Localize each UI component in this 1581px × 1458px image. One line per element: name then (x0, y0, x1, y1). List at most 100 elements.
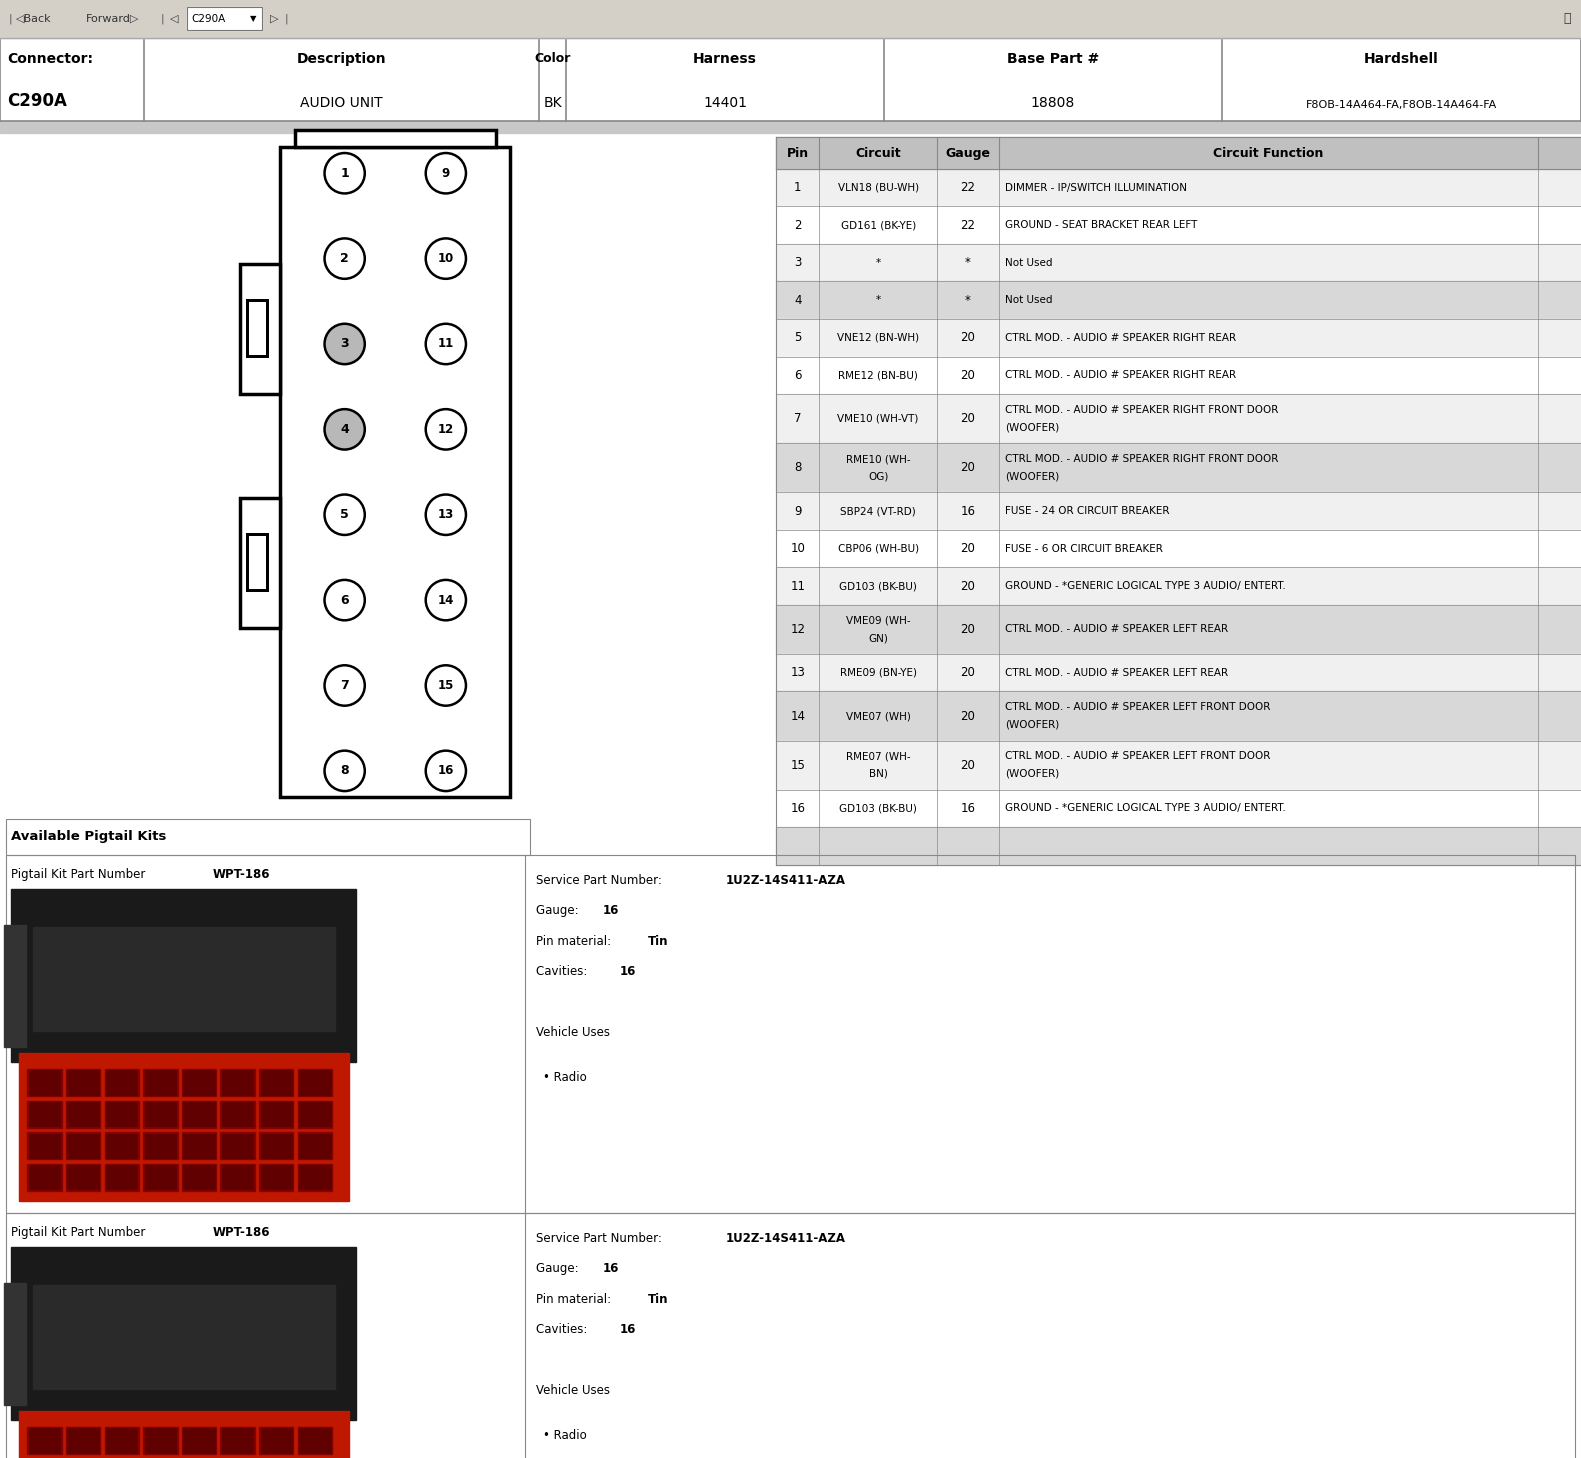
Bar (104, 1133, 139, 1159)
Text: Tin: Tin (648, 1293, 669, 1306)
Text: (WOOFER): (WOOFER) (1004, 720, 1059, 729)
Text: (WOOFER): (WOOFER) (1004, 768, 1059, 779)
Bar (220, 1163, 255, 1191)
Text: Gauge:: Gauge: (536, 904, 582, 917)
Circle shape (324, 494, 365, 535)
Text: Pin: Pin (787, 146, 809, 159)
Bar (106, 1165, 138, 1190)
Bar (5, 926, 25, 1047)
Text: *: * (964, 257, 971, 270)
Text: 7: 7 (794, 413, 802, 426)
Bar (144, 1163, 177, 1191)
Text: WPT-186: WPT-186 (213, 1226, 270, 1239)
Text: 20: 20 (961, 758, 975, 771)
Bar (297, 1133, 332, 1159)
Text: 8: 8 (340, 764, 349, 777)
Bar (776, 655, 1581, 691)
Bar (182, 1133, 217, 1159)
Text: VLN18 (BU-WH): VLN18 (BU-WH) (838, 182, 919, 192)
Text: (WOOFER): (WOOFER) (1004, 471, 1059, 481)
Text: Circuit Function: Circuit Function (1213, 146, 1323, 159)
Bar (183, 1165, 215, 1190)
Bar (144, 1133, 177, 1159)
Text: 20: 20 (961, 413, 975, 426)
Text: VNE12 (BN-WH): VNE12 (BN-WH) (836, 332, 919, 343)
Bar (259, 1427, 294, 1454)
Bar (104, 1101, 139, 1128)
Bar (240, 499, 280, 628)
Text: GROUND - *GENERIC LOGICAL TYPE 3 AUDIO/ ENTERT.: GROUND - *GENERIC LOGICAL TYPE 3 AUDIO/ … (1004, 803, 1285, 814)
Text: Description: Description (297, 52, 386, 66)
Bar (0, 121, 1581, 133)
Circle shape (425, 153, 466, 194)
Bar (261, 1133, 292, 1158)
Bar (182, 1163, 217, 1191)
Text: Vehicle Uses: Vehicle Uses (536, 1025, 610, 1038)
Bar (776, 493, 1581, 529)
Bar (299, 1133, 330, 1158)
Text: Pin material:: Pin material: (536, 1293, 615, 1306)
Circle shape (425, 410, 466, 449)
Bar (261, 1070, 292, 1095)
Text: ▷: ▷ (270, 13, 278, 23)
Bar (104, 1069, 139, 1096)
Bar (6, 854, 525, 1213)
Text: F8OB-14A464-FA,F8OB-14A464-FA: F8OB-14A464-FA,F8OB-14A464-FA (1306, 99, 1497, 109)
Bar (28, 1133, 60, 1158)
Text: 6: 6 (340, 593, 349, 607)
Bar (297, 1101, 332, 1128)
Bar (144, 1429, 175, 1452)
Bar (299, 1102, 330, 1127)
Circle shape (425, 580, 466, 620)
Text: 10: 10 (438, 252, 454, 265)
Text: VME09 (WH-: VME09 (WH- (846, 615, 911, 625)
Text: 🖨: 🖨 (1564, 12, 1572, 25)
Text: *: * (964, 293, 971, 306)
Bar (144, 1069, 177, 1096)
Bar (776, 741, 1581, 790)
Text: Vehicle Uses: Vehicle Uses (536, 1384, 610, 1397)
Bar (776, 357, 1581, 394)
Text: 20: 20 (961, 369, 975, 382)
Text: 16: 16 (961, 504, 975, 518)
Bar (294, 130, 496, 147)
Bar (187, 7, 261, 31)
Text: 14: 14 (790, 710, 805, 723)
Bar (6, 854, 1575, 1213)
Bar (240, 264, 280, 394)
Bar (776, 243, 1581, 281)
Text: 4: 4 (794, 293, 802, 306)
Circle shape (324, 580, 365, 620)
Bar (68, 1165, 98, 1190)
Bar (259, 1133, 294, 1159)
Text: 20: 20 (961, 461, 975, 474)
Text: Cavities:: Cavities: (536, 965, 591, 978)
Text: • Radio: • Radio (544, 1429, 587, 1442)
Bar (776, 281, 1581, 319)
Bar (221, 1102, 253, 1127)
Bar (776, 827, 1581, 865)
Bar (144, 1133, 175, 1158)
Text: CTRL MOD. - AUDIO # SPEAKER LEFT FRONT DOOR: CTRL MOD. - AUDIO # SPEAKER LEFT FRONT D… (1004, 703, 1270, 713)
Bar (28, 1102, 60, 1127)
Text: Forward▷: Forward▷ (87, 13, 139, 23)
Text: 16: 16 (961, 802, 975, 815)
Text: 9: 9 (794, 504, 802, 518)
Bar (220, 1427, 255, 1454)
Bar (144, 1102, 175, 1127)
Text: VME10 (WH-VT): VME10 (WH-VT) (838, 414, 919, 424)
Text: 2: 2 (794, 219, 802, 232)
Text: Cavities:: Cavities: (536, 1322, 591, 1336)
Bar (183, 1133, 215, 1158)
Bar (183, 1429, 215, 1452)
Text: GD103 (BK-BU): GD103 (BK-BU) (840, 582, 917, 590)
Text: *: * (876, 296, 881, 305)
Text: 9: 9 (441, 166, 451, 179)
Text: 11: 11 (438, 337, 454, 350)
Bar (245, 299, 269, 357)
Bar (28, 1165, 60, 1190)
Text: ▼: ▼ (250, 15, 256, 23)
Text: BK: BK (544, 96, 561, 109)
Bar (776, 169, 1581, 207)
Bar (104, 1427, 139, 1454)
